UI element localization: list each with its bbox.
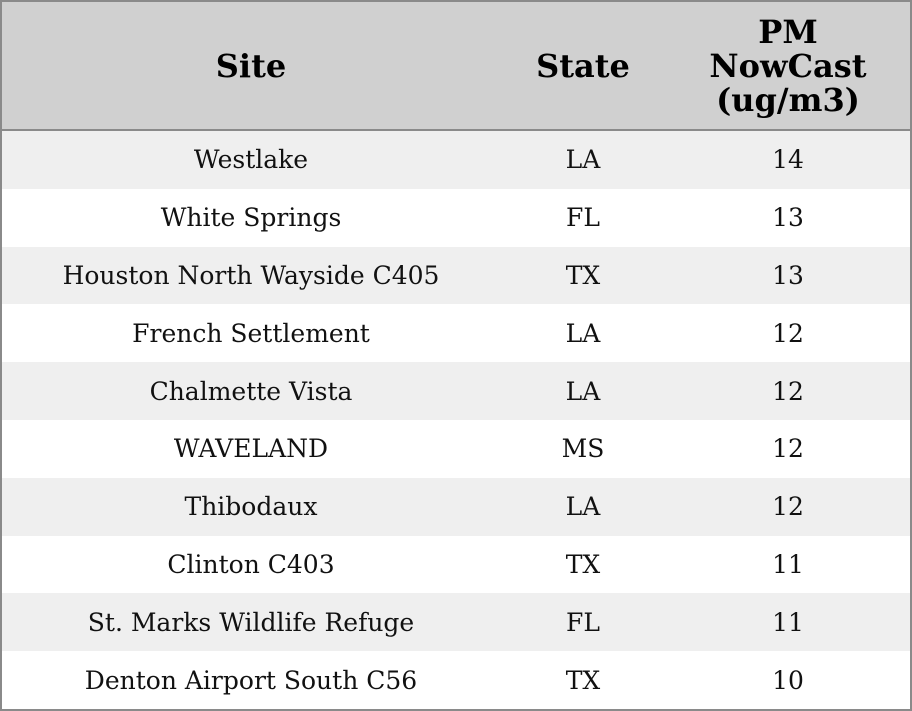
header-cell: PM NowCast (ug/m3) — [666, 2, 910, 131]
header-cell: State — [500, 2, 666, 131]
table-cell: 12 — [666, 477, 910, 536]
table-cell: TX — [500, 535, 666, 594]
header-row: Site State PM NowCast (ug/m3) — [2, 2, 910, 131]
table-cell: Thibodaux — [2, 477, 500, 536]
header-text: State — [536, 46, 630, 85]
table-cell: LA — [500, 130, 666, 189]
table-cell: Chalmette Vista — [2, 362, 500, 420]
table-cell: TX — [500, 651, 666, 709]
table-cell: 11 — [666, 593, 910, 652]
table-cell: LA — [500, 477, 666, 536]
table-body: Westlake LA 14 White Springs FL 13 Houston Nor… — [2, 130, 910, 709]
table-cell: Houston North Wayside C405 — [2, 246, 500, 305]
table-row: WAVELAND MS 12 — [2, 419, 910, 478]
table-cell: French Settlement — [2, 304, 500, 363]
table-row: French Settlement LA 12 — [2, 304, 910, 363]
table-cell: White Springs — [2, 188, 500, 247]
table-cell: Westlake — [2, 130, 500, 189]
table-row: White Springs FL 13 — [2, 188, 910, 247]
table-row: Westlake LA 14 — [2, 130, 910, 189]
table-cell: LA — [500, 362, 666, 420]
table-cell: 12 — [666, 304, 910, 363]
table-cell: 13 — [666, 188, 910, 247]
table-cell: Denton Airport South C56 — [2, 651, 500, 709]
table-cell: FL — [500, 188, 666, 247]
table-row: St. Marks Wildlife Refuge FL 11 — [2, 593, 910, 652]
table-cell: FL — [500, 593, 666, 652]
table-cell: Clinton C403 — [2, 535, 500, 594]
table-cell: LA — [500, 304, 666, 363]
table-cell: 13 — [666, 246, 910, 305]
table-cell: MS — [500, 419, 666, 478]
table-row: Houston North Wayside C405 TX 13 — [2, 246, 910, 305]
table-row: Denton Airport South C56 TX 10 — [2, 651, 910, 709]
header-text: PM NowCast (ug/m3) — [709, 12, 867, 119]
table-row: Clinton C403 TX 11 — [2, 535, 910, 594]
table-cell: 10 — [666, 651, 910, 709]
table-row: Thibodaux LA 12 — [2, 477, 910, 536]
header-text: Site — [215, 46, 287, 85]
table-row: Chalmette Vista LA 12 — [2, 362, 910, 420]
table-cell: 12 — [666, 419, 910, 478]
table-cell: 11 — [666, 535, 910, 594]
table-cell: 14 — [666, 130, 910, 189]
table-cell: WAVELAND — [2, 419, 500, 478]
table-cell: TX — [500, 246, 666, 305]
table-cell: St. Marks Wildlife Refuge — [2, 593, 500, 652]
table-cell: 12 — [666, 362, 910, 420]
header-cell: Site — [2, 2, 500, 131]
